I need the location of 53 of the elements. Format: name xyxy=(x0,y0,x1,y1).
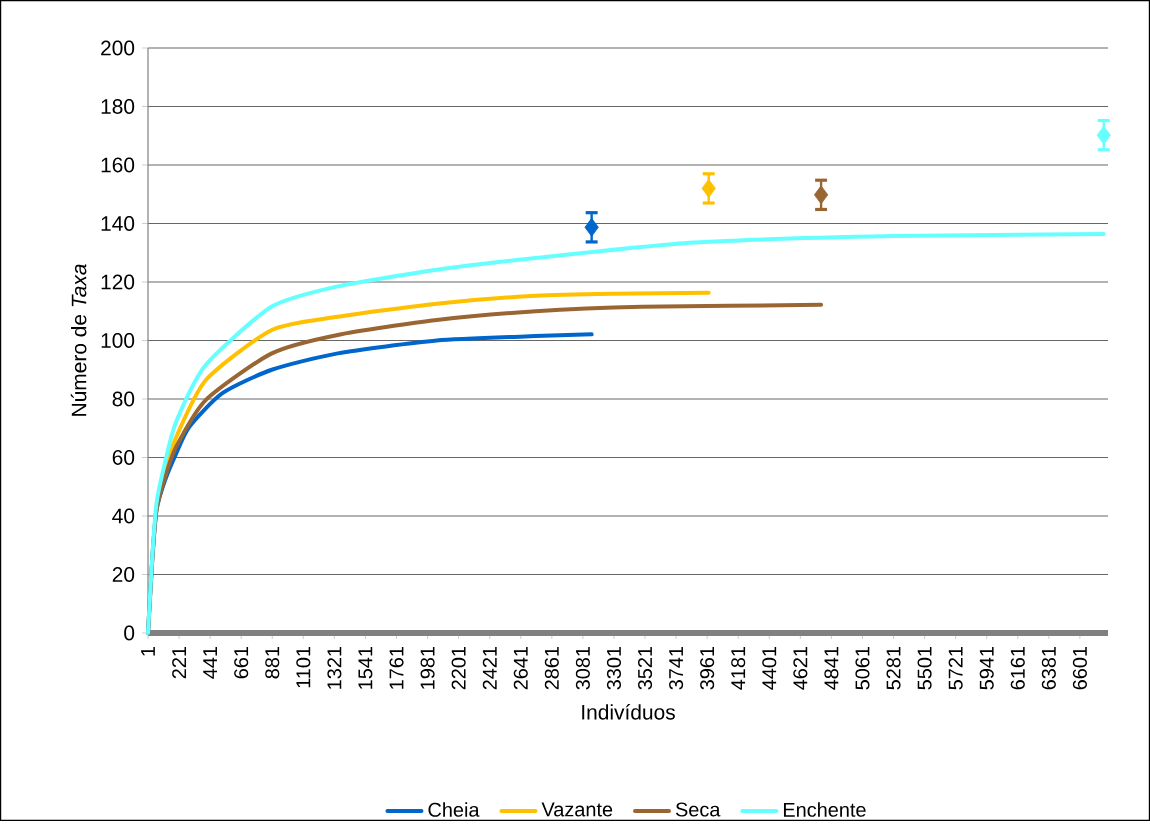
x-tick-label: 3521 xyxy=(637,647,653,690)
y-tick-label: 40 xyxy=(112,508,135,524)
x-tick-label: 3081 xyxy=(575,647,590,690)
x-tick-label: 4181 xyxy=(731,647,746,691)
x-tick-label: 3301 xyxy=(606,647,621,690)
x-tick-label: 1981 xyxy=(420,647,435,689)
x-tick-label: 6381 xyxy=(1041,647,1056,690)
x-tick-label: 5501 xyxy=(917,647,932,690)
x-tick-label: 1761 xyxy=(389,647,404,689)
x-tick-label: 221 xyxy=(172,647,187,679)
x-tick-label: 6161 xyxy=(1010,647,1025,690)
y-tick-label: 20 xyxy=(112,567,135,583)
x-tick-label: 2861 xyxy=(544,647,559,690)
x-tick-label: 1 xyxy=(141,647,155,656)
y-tick-label: 0 xyxy=(124,625,135,641)
legend-label: Cheia xyxy=(428,802,480,818)
x-tick-label: 2201 xyxy=(451,647,466,690)
x-tick-label: 3961 xyxy=(700,647,715,690)
x-tick-label: 881 xyxy=(265,647,280,679)
point xyxy=(701,179,716,198)
line-series xyxy=(146,232,1106,636)
legend-label: Vazante xyxy=(541,802,613,817)
x-tick-label: 5061 xyxy=(855,647,870,690)
x-tick-label: 5281 xyxy=(886,647,901,690)
point xyxy=(813,185,829,205)
point xyxy=(1096,125,1111,145)
y-tick-label: 80 xyxy=(112,391,135,407)
x-tick-label: 2421 xyxy=(482,647,497,690)
point xyxy=(584,218,599,237)
x-tick-label: 1321 xyxy=(327,647,342,689)
legend-label: Seca xyxy=(675,802,721,817)
y-tick-label: 160 xyxy=(101,157,135,173)
y-tick-label: 120 xyxy=(101,274,135,290)
y-axis-title: Número de Taxa xyxy=(70,264,87,416)
x-tick-label: 4401 xyxy=(762,647,777,691)
y-tick-label: 200 xyxy=(101,40,135,56)
x-axis-title: Indivíduos xyxy=(582,704,675,720)
x-tick-label: 3741 xyxy=(669,647,684,690)
y-tick-label: 140 xyxy=(101,216,135,232)
x-tick-label: 4841 xyxy=(824,647,839,691)
x-tick-label: 5941 xyxy=(979,647,994,690)
legend-label: Enchente xyxy=(783,802,866,818)
y-tick-label: 100 xyxy=(101,333,135,349)
x-tick-label: 1541 xyxy=(358,647,373,689)
x-tick-label: 4621 xyxy=(793,647,808,691)
x-tick-label: 2641 xyxy=(513,647,528,690)
x-tick-label: 1101 xyxy=(296,647,311,688)
x-tick-label: 6601 xyxy=(1072,647,1087,690)
y-tick-label: 180 xyxy=(101,99,135,115)
x-tick-label: 5721 xyxy=(948,647,963,690)
x-tick-label: 441 xyxy=(203,647,217,679)
y-tick-label: 60 xyxy=(112,450,135,466)
x-tick-label: 661 xyxy=(234,647,249,679)
